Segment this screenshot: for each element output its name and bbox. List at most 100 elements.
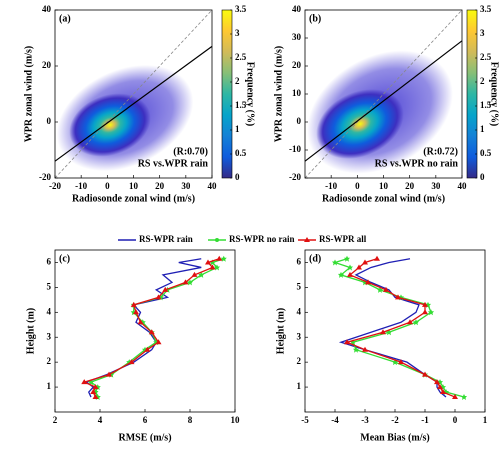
x-tick-label: -5 xyxy=(301,415,309,425)
panel-label: (d) xyxy=(309,253,321,264)
x-tick-label: -3 xyxy=(361,415,369,425)
series-marker xyxy=(347,271,353,277)
y-tick-label: -20 xyxy=(289,172,301,182)
y-tick-label: -10 xyxy=(289,144,301,154)
series-marker xyxy=(452,394,458,400)
series-marker xyxy=(209,264,216,270)
y-tick-label: 6 xyxy=(297,257,302,267)
series-marker xyxy=(214,264,220,271)
series-marker xyxy=(386,329,392,336)
series-marker xyxy=(155,294,162,300)
y-axis-label: Height (m) xyxy=(25,308,36,354)
x-axis-label: Radiosonde zonal wind (m/s) xyxy=(322,193,445,204)
series-marker xyxy=(106,371,112,377)
x-tick-label: 20 xyxy=(405,181,415,191)
y-tick-label: 20 xyxy=(42,60,52,70)
fit-line xyxy=(54,45,213,162)
colorbar-tick-label: 3 xyxy=(235,28,240,38)
y-tick-label: 2 xyxy=(297,356,302,366)
x-tick-label: 10 xyxy=(129,181,139,191)
series-marker xyxy=(422,371,428,377)
y-tick-label: 40 xyxy=(292,4,302,14)
series-marker xyxy=(383,286,389,292)
y-tick-label: 6 xyxy=(47,257,52,267)
annotation: RS vs.WPR no rain xyxy=(375,158,459,169)
y-tick-label: 5 xyxy=(297,281,302,291)
x-tick-label: 40 xyxy=(458,181,468,191)
y-axis-label: WPR zonal wind (m/s) xyxy=(273,46,284,142)
x-tick-label: 20 xyxy=(155,181,165,191)
series-marker xyxy=(216,255,223,261)
series-marker xyxy=(428,309,434,316)
y-tick-label: 1 xyxy=(297,381,302,391)
colorbar-tick-label: 2 xyxy=(480,76,485,86)
series-marker xyxy=(187,279,193,286)
colorbar-tick-label: 2.5 xyxy=(480,52,492,62)
series-marker xyxy=(191,271,198,277)
x-tick-label: -10 xyxy=(75,181,87,191)
series-marker xyxy=(92,384,99,390)
legend-label: RS-WPR all xyxy=(319,234,367,244)
panel-label: (b) xyxy=(309,13,321,24)
x-tick-label: 1 xyxy=(483,415,488,425)
series-marker xyxy=(422,309,428,315)
annotation: RS vs.WPR rain xyxy=(138,158,209,169)
series-marker xyxy=(422,301,428,307)
colorbar-tick-label: 1 xyxy=(235,124,240,134)
series-marker xyxy=(92,394,99,400)
x-tick-label: -20 xyxy=(49,181,61,191)
y-tick-label: 3 xyxy=(297,331,302,341)
series-marker xyxy=(362,346,368,352)
series-marker xyxy=(338,271,344,278)
panel-label: (c) xyxy=(59,253,70,264)
colorbar-label: Frequency (%) xyxy=(489,62,500,127)
legend-label: RS-WPR no rain xyxy=(229,234,295,244)
series-marker xyxy=(344,339,350,345)
series-marker xyxy=(133,309,139,315)
series-marker xyxy=(128,359,135,365)
fit-line xyxy=(304,40,463,162)
colorbar xyxy=(221,9,233,179)
series-marker xyxy=(440,389,446,395)
legend-label: RS-WPR rain xyxy=(139,234,193,244)
series-marker xyxy=(377,286,383,293)
series-marker xyxy=(155,339,162,345)
series-marker xyxy=(374,255,380,261)
y-tick-label: 40 xyxy=(42,4,52,14)
series-marker xyxy=(437,384,443,390)
y-tick-label: 4 xyxy=(47,306,52,316)
series-marker xyxy=(407,319,413,325)
series-marker xyxy=(434,379,440,385)
series-marker xyxy=(461,394,467,401)
y-tick-label: 2 xyxy=(47,356,52,366)
colorbar-tick-label: 0.5 xyxy=(480,148,492,158)
legend-marker xyxy=(304,237,310,242)
legend-marker xyxy=(215,238,219,242)
y-axis-label: Height (m) xyxy=(275,308,286,354)
y-tick-label: 20 xyxy=(292,60,302,70)
series-marker xyxy=(356,264,362,270)
x-tick-label: 30 xyxy=(431,181,441,191)
series-marker xyxy=(332,259,338,266)
series-marker xyxy=(344,255,350,262)
series-marker xyxy=(220,255,227,262)
x-tick-label: -4 xyxy=(331,415,339,425)
x-axis-label: Radiosonde zonal wind (m/s) xyxy=(72,193,195,204)
series-marker xyxy=(365,279,371,285)
axes-frame xyxy=(304,249,486,413)
x-tick-label: 30 xyxy=(181,181,191,191)
series-line xyxy=(82,258,220,398)
y-tick-label: 4 xyxy=(297,306,302,316)
series-marker xyxy=(362,259,368,265)
x-tick-label: 0 xyxy=(355,181,360,191)
series-marker xyxy=(137,319,144,325)
panel-label: (a) xyxy=(59,13,71,24)
y-tick-label: 3 xyxy=(47,331,52,341)
y-tick-label: 0 xyxy=(47,116,52,126)
colorbar-tick-label: 0 xyxy=(235,172,240,182)
y-tick-label: 0 xyxy=(297,116,302,126)
series-marker xyxy=(347,264,353,271)
colorbar-tick-label: 3.5 xyxy=(480,4,492,14)
x-axis-label: Mean Bias (m/s) xyxy=(360,432,429,443)
